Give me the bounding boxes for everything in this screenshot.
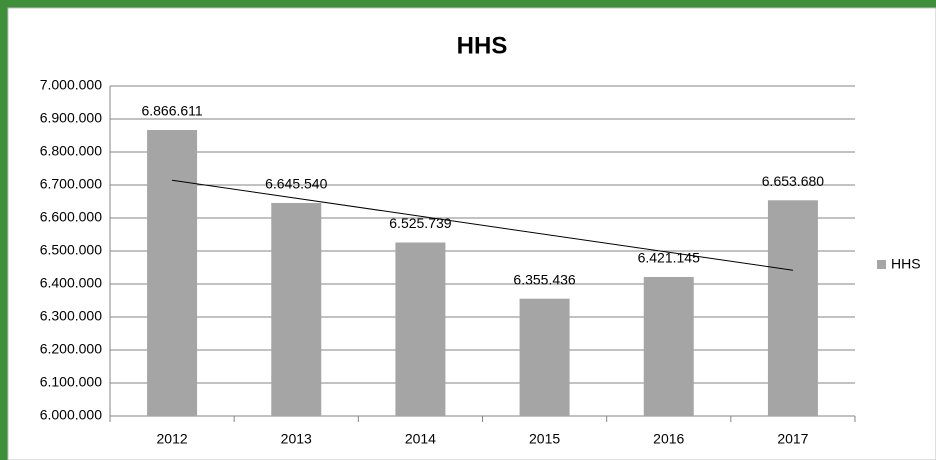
y-tick-label: 6.800.000 — [40, 143, 102, 159]
x-tick-label: 2012 — [157, 431, 188, 447]
x-tick-label: 2016 — [653, 431, 684, 447]
value-label: 6.421.145 — [638, 250, 700, 266]
y-tick-label: 6.900.000 — [40, 110, 102, 126]
value-label: 6.355.436 — [513, 271, 575, 287]
x-tick-label: 2013 — [281, 431, 312, 447]
legend-label: HHS — [891, 256, 921, 272]
chart-title: HHS — [457, 32, 508, 59]
y-tick-label: 6.400.000 — [40, 275, 102, 291]
bar — [643, 277, 694, 416]
trendline — [172, 179, 793, 271]
bar — [271, 202, 322, 416]
bar — [519, 298, 570, 416]
y-tick-label: 6.100.000 — [40, 374, 102, 390]
value-label: 6.653.680 — [762, 173, 824, 189]
y-tick-label: 6.700.000 — [40, 176, 102, 192]
y-tick-label: 6.500.000 — [40, 242, 102, 258]
value-label: 6.525.739 — [389, 215, 451, 231]
bar — [147, 130, 198, 416]
bar — [395, 242, 446, 416]
value-label: 6.645.540 — [265, 176, 327, 192]
y-tick-label: 6.600.000 — [40, 209, 102, 225]
legend-swatch — [877, 260, 886, 269]
bar — [767, 200, 818, 416]
x-tick-label: 2014 — [405, 431, 436, 447]
y-tick-label: 6.300.000 — [40, 308, 102, 324]
y-tick-label: 6.000.000 — [40, 407, 102, 423]
value-label: 6.866.611 — [141, 103, 202, 119]
x-tick-label: 2017 — [777, 431, 808, 447]
y-tick-label: 6.200.000 — [40, 341, 102, 357]
y-tick-label: 7.000.000 — [40, 77, 102, 93]
x-tick-label: 2015 — [529, 431, 560, 447]
